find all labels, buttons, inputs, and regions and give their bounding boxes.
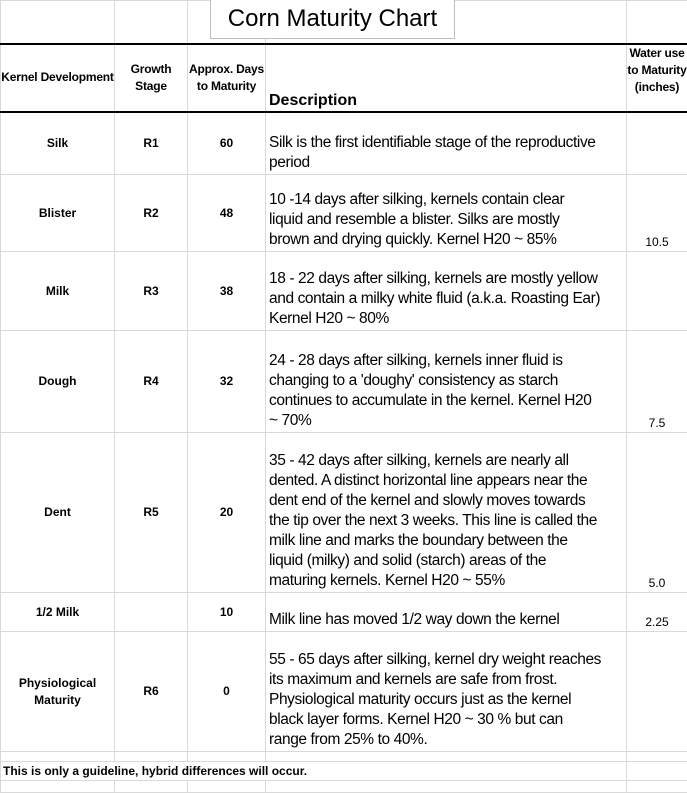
days-cell[interactable]: 0 (188, 632, 266, 752)
footnote[interactable]: This is only a guideline, hybrid differe… (1, 762, 627, 781)
days-cell[interactable]: 32 (188, 331, 266, 433)
header-days-to-maturity[interactable]: Approx. Days to Maturity (188, 44, 266, 112)
water-use-cell[interactable]: 2.25 (627, 593, 687, 632)
footnote-row: This is only a guideline, hybrid differe… (1, 762, 687, 781)
cell[interactable] (1, 1, 115, 44)
growth-stage-cell[interactable]: R1 (115, 112, 188, 175)
description-cell[interactable]: 24 - 28 days after silking, kernels inne… (266, 331, 627, 433)
description-cell[interactable]: 35 - 42 days after silking, kernels are … (266, 433, 627, 593)
cell[interactable] (627, 752, 687, 762)
water-use-cell[interactable] (627, 252, 687, 331)
spacer-row (1, 752, 687, 762)
water-use-cell[interactable]: 10.5 (627, 175, 687, 252)
water-use-cell[interactable] (627, 112, 687, 175)
header-row: Kernel Development Growth Stage Approx. … (1, 44, 687, 112)
header-description[interactable]: Description (266, 44, 627, 112)
cell[interactable] (115, 1, 188, 44)
days-cell[interactable]: 38 (188, 252, 266, 331)
cell[interactable] (627, 762, 687, 781)
growth-stage-cell[interactable]: R6 (115, 632, 188, 752)
growth-stage-cell[interactable]: R5 (115, 433, 188, 593)
cell[interactable] (627, 1, 687, 44)
header-kernel-development[interactable]: Kernel Development (1, 44, 115, 112)
header-growth-stage[interactable]: Growth Stage (115, 44, 188, 112)
kernel-development-cell[interactable]: 1/2 Milk (1, 593, 115, 632)
water-use-cell[interactable]: 5.0 (627, 433, 687, 593)
cell[interactable] (115, 752, 188, 762)
kernel-development-cell[interactable]: Physiological Maturity (1, 632, 115, 752)
growth-stage-cell[interactable] (115, 593, 188, 632)
description-cell[interactable]: 10 -14 days after silking, kernels conta… (266, 175, 627, 252)
kernel-development-cell[interactable]: Blister (1, 175, 115, 252)
kernel-development-cell[interactable]: Milk (1, 252, 115, 331)
description-cell[interactable]: 18 - 22 days after silking, kernels are … (266, 252, 627, 331)
description-cell[interactable]: Silk is the first identifiable stage of … (266, 112, 627, 175)
water-use-cell[interactable] (627, 632, 687, 752)
description-cell[interactable]: Milk line has moved 1/2 way down the ker… (266, 593, 627, 632)
kernel-development-cell[interactable]: Dent (1, 433, 115, 593)
kernel-development-cell[interactable]: Silk (1, 112, 115, 175)
chart-title[interactable]: Corn Maturity Chart (210, 0, 455, 39)
cell[interactable] (266, 752, 627, 762)
growth-stage-cell[interactable]: R3 (115, 252, 188, 331)
cell[interactable] (188, 752, 266, 762)
days-cell[interactable]: 10 (188, 593, 266, 632)
header-water-use[interactable]: Water use to Maturity (inches) (627, 44, 687, 112)
water-use-cell[interactable]: 7.5 (627, 331, 687, 433)
description-cell[interactable]: 55 - 65 days after silking, kernel dry w… (266, 632, 627, 752)
days-cell[interactable]: 60 (188, 112, 266, 175)
growth-stage-cell[interactable]: R4 (115, 331, 188, 433)
growth-stage-cell[interactable]: R2 (115, 175, 188, 252)
days-cell[interactable]: 20 (188, 433, 266, 593)
cell[interactable] (1, 752, 115, 762)
days-cell[interactable]: 48 (188, 175, 266, 252)
kernel-development-cell[interactable]: Dough (1, 331, 115, 433)
